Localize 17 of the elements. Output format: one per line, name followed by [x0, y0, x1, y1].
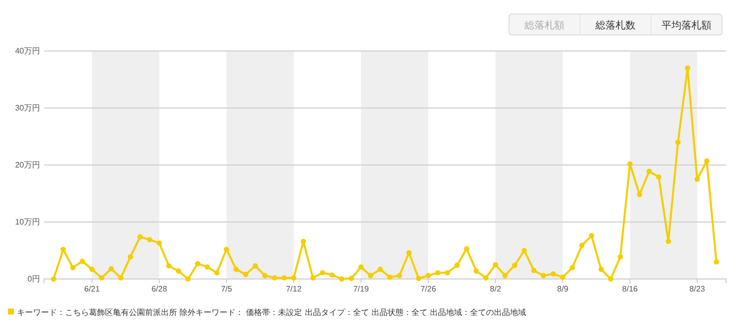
x-tick-label: 8/2 — [490, 284, 502, 294]
y-tick-label: 40万円 — [15, 46, 40, 56]
y-tick-label: 0円 — [28, 274, 40, 284]
x-tick-label: 8/23 — [689, 284, 706, 294]
x-tick-label: 6/21 — [84, 284, 100, 294]
x-tick-label: 8/16 — [622, 284, 638, 294]
button-group: 総落札額 総落札数 平均落札額 — [508, 14, 722, 36]
x-tick-label: 6/28 — [151, 284, 168, 294]
y-tick-label: 10万円 — [15, 218, 40, 227]
x-tick-label: 7/5 — [220, 284, 233, 294]
legend-label: キーワード：こちら葛飾区亀有公園前派出所 除外キーワード： 価格帯：未設定 出品タイプ：全て 出品状態：全て 出品地域：全ての出品地域 — [17, 306, 526, 317]
x-tick-label: 8/9 — [557, 284, 569, 294]
x-tick-label: 7/12 — [286, 284, 302, 294]
y-tick-label: 20万円 — [15, 160, 40, 170]
y-tick-label: 30万円 — [15, 104, 40, 113]
x-tick-label: 7/19 — [353, 284, 370, 294]
x-tick-label: 7/26 — [420, 284, 437, 294]
